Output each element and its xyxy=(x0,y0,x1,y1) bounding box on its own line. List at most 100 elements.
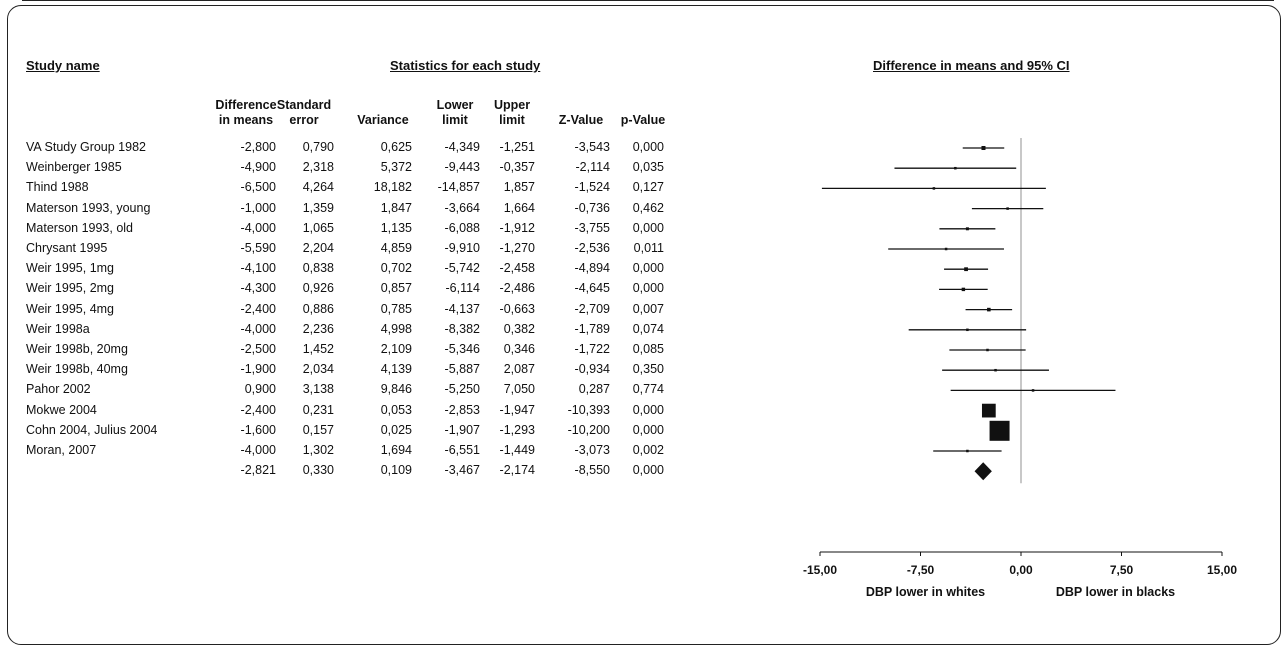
cell-z: -0,934 xyxy=(574,362,610,377)
cell-upper: 1,664 xyxy=(503,200,535,215)
column-header-p: p-Value xyxy=(603,98,683,128)
cell-upper: -1,293 xyxy=(499,422,535,437)
study-name-header: Study name xyxy=(26,58,100,73)
cell-diff: -2,800 xyxy=(240,140,276,154)
cell-se: 0,231 xyxy=(302,402,334,417)
cell-diff: -2,400 xyxy=(240,402,276,417)
cell-var: 4,998 xyxy=(380,321,412,336)
cell-diff: -2,500 xyxy=(240,342,276,356)
point-estimate-square xyxy=(932,187,936,190)
cell-var: 0,625 xyxy=(380,140,412,154)
column-header-line2: limit xyxy=(442,113,468,127)
cell-z: -3,073 xyxy=(574,443,610,457)
point-estimate-square xyxy=(966,449,969,453)
cell-p: 0,000 xyxy=(632,261,664,276)
cell-lower: -6,551 xyxy=(444,443,480,457)
cell-diff: -4,000 xyxy=(240,321,276,336)
point-estimate-square xyxy=(989,420,1010,441)
cell-var: 4,859 xyxy=(380,241,412,255)
point-estimate-square xyxy=(964,267,968,272)
cell-upper: -1,947 xyxy=(499,402,535,417)
column-header-line1: Standard xyxy=(276,98,332,112)
cell-p: 0,085 xyxy=(632,342,664,356)
cell-var: 0,025 xyxy=(380,422,412,437)
cell-se: 3,138 xyxy=(302,382,334,397)
cell-upper: -2,458 xyxy=(499,261,535,276)
cell-se: 2,204 xyxy=(302,241,334,255)
cell-se: 1,065 xyxy=(302,220,334,235)
study-name: Weir 1995, 4mg xyxy=(26,301,115,316)
ci-header: Difference in means and 95% CI xyxy=(873,58,1070,73)
column-header-se: Standard error xyxy=(264,98,344,128)
cell-diff: -1,900 xyxy=(240,362,276,377)
study-name: Materson 1993, old xyxy=(26,220,134,235)
point-estimate-square xyxy=(966,328,969,332)
point-estimate-square xyxy=(954,166,957,170)
point-estimate-square xyxy=(1031,389,1035,392)
cell-se: 0,330 xyxy=(302,463,334,478)
cell-p: 0,350 xyxy=(632,362,664,377)
cell-p: 0,007 xyxy=(632,301,664,316)
cell-z: -2,536 xyxy=(574,241,610,255)
cell-lower: -5,742 xyxy=(444,261,480,276)
x-tick-label: 0,00 xyxy=(1009,563,1033,577)
cell-lower: -5,250 xyxy=(444,382,480,397)
cell-p: 0,035 xyxy=(632,160,664,175)
cell-diff: -4,000 xyxy=(240,220,276,235)
cell-var: 0,702 xyxy=(380,261,412,276)
cell-se: 0,790 xyxy=(302,140,334,154)
cell-z: 0,287 xyxy=(578,382,610,397)
cell-se: 0,926 xyxy=(302,281,334,296)
point-estimate-square xyxy=(987,307,991,312)
cell-lower: -4,137 xyxy=(444,301,480,316)
cell-lower: -9,443 xyxy=(444,160,480,175)
cell-var: 1,694 xyxy=(380,443,412,457)
point-estimate-square xyxy=(961,287,966,292)
cell-p: 0,074 xyxy=(632,321,664,336)
cell-se: 0,886 xyxy=(302,301,334,316)
x-tick-label: -7,50 xyxy=(907,563,935,577)
cell-se: 1,452 xyxy=(302,342,334,356)
cell-se: 2,236 xyxy=(302,321,334,336)
cell-diff: 0,900 xyxy=(244,382,276,397)
cell-var: 0,053 xyxy=(380,402,412,417)
column-header-line2: p-Value xyxy=(620,113,666,127)
cell-upper: -1,251 xyxy=(499,140,535,154)
study-name: Materson 1993, young xyxy=(26,200,151,215)
x-tick-label: 15,00 xyxy=(1207,563,1237,577)
study-name: Chrysant 1995 xyxy=(26,241,108,255)
cell-z: -1,789 xyxy=(574,321,610,336)
column-header-line2: limit xyxy=(499,113,525,127)
column-header-line2: Variance xyxy=(357,113,409,127)
column-header-upper: Upper limit xyxy=(472,98,552,128)
cell-se: 1,302 xyxy=(302,443,334,457)
cell-var: 4,139 xyxy=(380,362,412,377)
column-header-lower: Lower limit xyxy=(415,98,495,128)
cell-lower: -6,088 xyxy=(444,220,480,235)
cell-upper: 7,050 xyxy=(503,382,535,397)
x-tick-label: -15,00 xyxy=(803,563,837,577)
point-estimate-square xyxy=(944,247,948,251)
top-rule xyxy=(22,0,1274,1)
study-name: Thind 1988 xyxy=(26,180,89,195)
cell-z: -8,550 xyxy=(574,463,610,478)
point-estimate-square xyxy=(965,227,969,231)
cell-p: 0,127 xyxy=(632,180,664,195)
cell-lower: -3,664 xyxy=(444,200,480,215)
column-header-line2: Z-Value xyxy=(558,113,604,127)
cell-var: 0,785 xyxy=(380,301,412,316)
study-name: VA Study Group 1982 xyxy=(26,140,146,154)
cell-p: 0,000 xyxy=(632,422,664,437)
column-header-line2: error xyxy=(289,113,319,127)
point-estimate-square xyxy=(986,348,989,352)
cell-p: 0,000 xyxy=(632,140,664,154)
cell-se: 1,359 xyxy=(302,200,334,215)
cell-upper: 0,382 xyxy=(503,321,535,336)
cell-p: 0,000 xyxy=(632,463,664,478)
cell-z: -3,755 xyxy=(574,220,610,235)
column-header-z: Z-Value xyxy=(541,98,621,128)
cell-p: 0,000 xyxy=(632,281,664,296)
cell-lower: -1,907 xyxy=(444,422,480,437)
cell-var: 9,846 xyxy=(380,382,412,397)
study-name: Pahor 2002 xyxy=(26,382,91,397)
